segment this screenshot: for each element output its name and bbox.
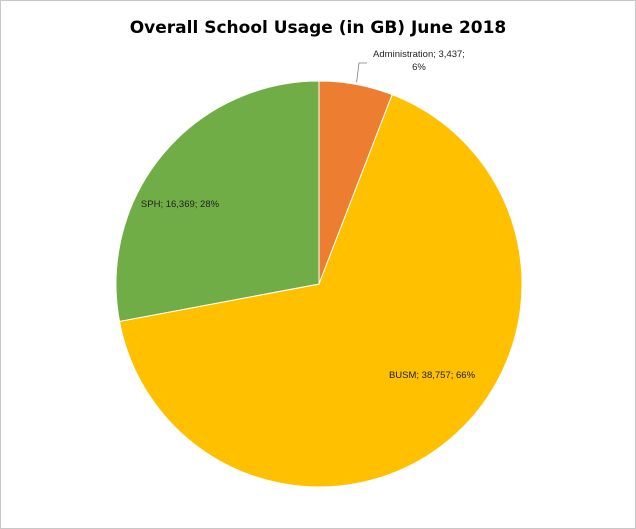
- pie-slice-sph: [115, 80, 320, 323]
- data-label-busm: BUSM; 38,757; 66%: [389, 370, 476, 381]
- pie-slice-busm: [118, 93, 523, 488]
- data-label-administration: Administration; 3,437; 6%: [373, 49, 465, 73]
- leader-line-administration: [356, 62, 367, 83]
- chart-title: Overall School Usage (in GB) June 2018: [129, 18, 507, 38]
- data-label-sph: SPH; 16,369; 28%: [141, 199, 220, 210]
